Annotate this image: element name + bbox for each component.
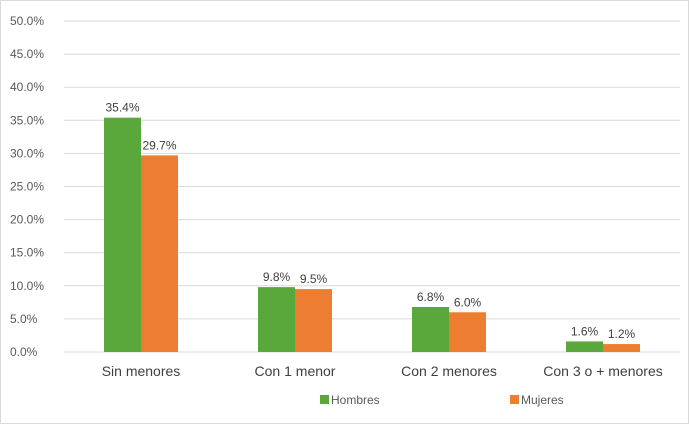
bar-mujeres <box>141 155 178 352</box>
bar-hombres <box>566 341 603 352</box>
y-tick-label: 15.0% <box>10 246 44 260</box>
legend-label: Mujeres <box>521 393 564 407</box>
data-label: 29.7% <box>142 138 176 152</box>
x-category-label: Con 3 o + menores <box>543 363 662 379</box>
data-label: 1.2% <box>608 327 636 341</box>
y-tick-label: 5.0% <box>10 312 38 326</box>
y-tick-label: 20.0% <box>10 213 44 227</box>
x-category-label: Con 2 menores <box>401 363 497 379</box>
legend-swatch-mujeres <box>510 395 519 404</box>
data-label: 6.8% <box>417 290 445 304</box>
legend-swatch-hombres <box>320 395 329 404</box>
bar-mujeres <box>603 344 640 352</box>
y-tick-label: 45.0% <box>10 47 44 61</box>
data-label: 9.8% <box>263 270 291 284</box>
y-tick-label: 10.0% <box>10 279 44 293</box>
y-tick-label: 50.0% <box>10 14 44 28</box>
x-category-label: Con 1 menor <box>255 363 336 379</box>
data-label: 35.4% <box>105 101 139 115</box>
x-category-label: Sin menores <box>102 363 181 379</box>
bar-hombres <box>258 287 295 352</box>
y-tick-label: 0.0% <box>10 345 38 359</box>
y-tick-label: 35.0% <box>10 113 44 127</box>
y-tick-label: 30.0% <box>10 146 44 160</box>
data-label: 1.6% <box>571 324 599 338</box>
y-tick-label: 40.0% <box>10 80 44 94</box>
bar-hombres <box>104 117 141 352</box>
bar-hombres <box>412 306 449 352</box>
data-label: 6.0% <box>454 295 482 309</box>
data-label: 9.5% <box>300 272 328 286</box>
bar-mujeres <box>295 289 332 352</box>
bar-mujeres <box>449 312 486 352</box>
y-tick-label: 25.0% <box>10 180 44 194</box>
legend-label: Hombres <box>331 393 380 407</box>
